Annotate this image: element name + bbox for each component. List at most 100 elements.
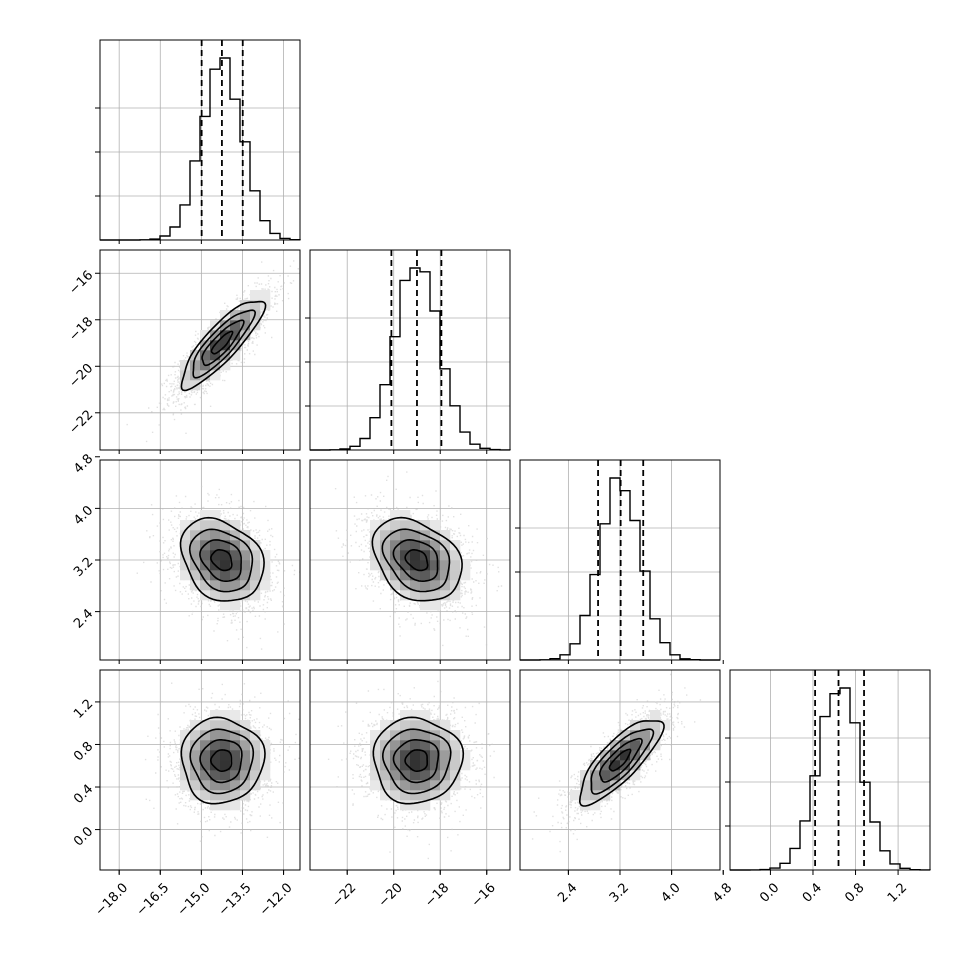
density-cell (230, 750, 241, 761)
density-cell (210, 740, 221, 751)
density-cell (590, 770, 601, 781)
density-cell (230, 580, 241, 591)
density-cell (440, 740, 451, 751)
density-cell (230, 780, 241, 791)
density-cell (450, 760, 461, 771)
density-cell (410, 780, 421, 791)
density-cell (450, 730, 461, 741)
density-cell (220, 800, 231, 811)
x-tick-label: −13.5 (216, 880, 255, 919)
density-cell (650, 710, 661, 721)
density-cell (450, 590, 461, 601)
density-cell (200, 340, 211, 351)
density-cell (200, 330, 211, 341)
contour-line (578, 720, 665, 807)
density-cell (240, 540, 251, 551)
density-cell (410, 760, 421, 771)
x-tick-label: −18.0 (92, 880, 131, 919)
density-cell (630, 740, 641, 751)
density-cell (400, 570, 411, 581)
density-cell (220, 730, 231, 741)
density-cell (410, 750, 421, 761)
density-cell (220, 750, 231, 761)
density-cell (250, 750, 261, 761)
density-cell (440, 750, 451, 761)
density-cell (380, 550, 391, 561)
density-cell (250, 760, 261, 771)
density-cell (240, 320, 251, 331)
density-cell (220, 590, 231, 601)
density-cell (410, 530, 421, 541)
density-cell (410, 720, 421, 731)
density-cell (200, 350, 211, 361)
density-cell (420, 720, 431, 731)
density-cell (260, 560, 271, 571)
density-cell (240, 550, 251, 561)
density-cell (210, 710, 221, 721)
density-cell (230, 790, 241, 801)
density-cell (210, 360, 221, 371)
contour-line (381, 728, 452, 795)
density-cell (230, 560, 241, 571)
density-cell (220, 790, 231, 801)
density-cell (250, 590, 261, 601)
density-cell (650, 730, 661, 741)
density-cell (630, 730, 641, 741)
histogram-step (310, 267, 511, 451)
density-cell (430, 750, 441, 761)
density-cell (410, 550, 421, 561)
density-cell (250, 290, 261, 301)
density-cell (440, 570, 451, 581)
density-cell (260, 580, 271, 591)
density-cell (640, 750, 651, 761)
contour-line (180, 716, 266, 805)
density-cell (420, 740, 431, 751)
density-cell (600, 780, 611, 791)
density-cell (430, 580, 441, 591)
density-cell (430, 590, 441, 601)
density-cell (620, 750, 631, 761)
density-cell (400, 510, 411, 521)
density-cell (590, 760, 601, 771)
density-cell (220, 550, 231, 561)
density-cell (450, 750, 461, 761)
density-cell (410, 580, 421, 591)
density-cell (370, 560, 381, 571)
density-cell (460, 570, 471, 581)
density-cell (460, 750, 471, 761)
density-cell (200, 750, 211, 761)
density-cell (250, 320, 261, 331)
density-cell (400, 790, 411, 801)
density-cell (190, 520, 201, 531)
x-tick-label: −18 (422, 880, 452, 910)
density-cell (600, 760, 611, 771)
density-cell (260, 740, 271, 751)
density-cell (210, 780, 221, 791)
density-cell (250, 780, 261, 791)
density-cell (370, 770, 381, 781)
density-cell (460, 760, 471, 771)
y-tick-label: −16 (66, 268, 96, 298)
density-cell (210, 760, 221, 771)
density-cell (220, 540, 231, 551)
y-tick-label: 2.4 (71, 606, 96, 631)
density-cell (430, 770, 441, 781)
x-tick-label: −16.5 (134, 880, 173, 919)
density-cell (190, 360, 201, 371)
density-cell (190, 550, 201, 561)
density-cell (380, 740, 391, 751)
density-cell (240, 570, 251, 581)
density-cell (610, 770, 621, 781)
density-cell (400, 750, 411, 761)
density-cell (250, 550, 261, 561)
density-cell (370, 750, 381, 761)
density-cell (430, 550, 441, 561)
density-cell (440, 730, 451, 741)
density-cell (590, 780, 601, 791)
contour-line (381, 528, 451, 593)
density-cell (240, 330, 251, 341)
density-cell (210, 580, 221, 591)
density-cell (600, 770, 611, 781)
contour-line (371, 516, 463, 602)
density-cell (450, 540, 461, 551)
